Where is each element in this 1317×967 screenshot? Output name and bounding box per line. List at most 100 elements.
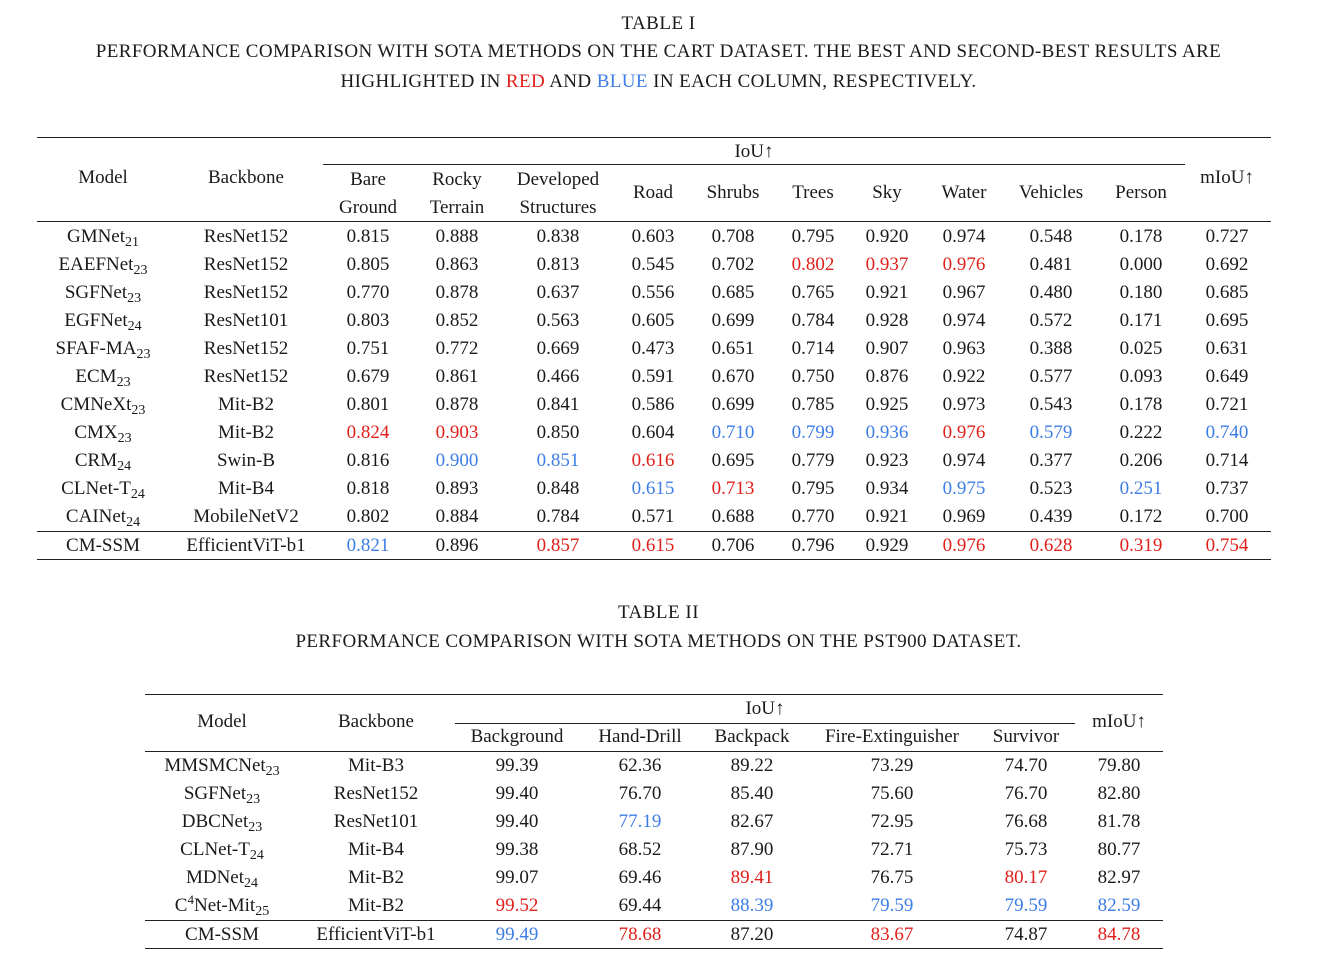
table1-header-class: Bare bbox=[350, 169, 386, 190]
table1-row-model: ECM23 bbox=[75, 366, 131, 390]
table1-cell: 0.921 bbox=[865, 506, 909, 527]
table1-cell: 0.466 bbox=[536, 366, 580, 387]
table1-row-backbone: ResNet101 bbox=[203, 310, 289, 331]
table1-cell: 0.616 bbox=[631, 450, 675, 471]
table1-cell: 0.649 bbox=[1205, 366, 1249, 387]
table1-cell: 0.976 bbox=[942, 254, 986, 275]
table1-cell: 0.861 bbox=[435, 366, 479, 387]
table2-row-model: DBCNet23 bbox=[181, 811, 263, 835]
table2-cell: 82.80 bbox=[1097, 783, 1141, 804]
table1-cell: 0.695 bbox=[711, 450, 755, 471]
table1-cell: 0.615 bbox=[631, 535, 675, 556]
table1-cell: 0.439 bbox=[1029, 506, 1073, 527]
table1-cell: 0.784 bbox=[536, 506, 580, 527]
table1-cell: 0.770 bbox=[791, 506, 835, 527]
table2-cell: 72.95 bbox=[870, 811, 914, 832]
table2-cell: 87.20 bbox=[730, 924, 774, 945]
table1-mid-rule bbox=[37, 531, 1271, 532]
table1-cell: 0.922 bbox=[942, 366, 986, 387]
table1-cell: 0.615 bbox=[631, 478, 675, 499]
table1-row-model: SGFNet23 bbox=[64, 282, 142, 306]
table1-cell: 0.377 bbox=[1029, 450, 1073, 471]
table1-cell: 0.937 bbox=[865, 254, 909, 275]
table1-cell: 0.688 bbox=[711, 506, 755, 527]
table1-cell: 0.206 bbox=[1119, 450, 1163, 471]
table2-cell: 84.78 bbox=[1097, 924, 1141, 945]
table2-cell: 76.70 bbox=[618, 783, 662, 804]
table1-header-class: Shrubs bbox=[706, 182, 760, 203]
table2-row-model: CLNet-T24 bbox=[180, 839, 264, 863]
table1-cell: 0.765 bbox=[791, 282, 835, 303]
table1-cell: 0.721 bbox=[1205, 394, 1249, 415]
table1-cell: 0.000 bbox=[1119, 254, 1163, 275]
table1-cell: 0.695 bbox=[1205, 310, 1249, 331]
table1-cell: 0.178 bbox=[1119, 394, 1163, 415]
table1-cell: 0.319 bbox=[1119, 535, 1163, 556]
caption-red-word: RED bbox=[505, 71, 546, 92]
table1-header-rule bbox=[37, 221, 1271, 222]
table1-cell: 0.923 bbox=[865, 450, 909, 471]
table1-header-class: Road bbox=[632, 182, 674, 203]
table2-cell: 72.71 bbox=[870, 839, 914, 860]
table2-cell: 82.97 bbox=[1097, 867, 1141, 888]
table1-cell: 0.670 bbox=[711, 366, 755, 387]
table1-cell: 0.700 bbox=[1205, 506, 1249, 527]
table1-cell: 0.637 bbox=[536, 282, 580, 303]
table2-cell: 83.67 bbox=[870, 924, 914, 945]
table1-row-backbone: ResNet152 bbox=[203, 226, 289, 247]
table2-cell: 99.38 bbox=[495, 839, 539, 860]
table1-row-model: CRM24 bbox=[74, 450, 132, 474]
table1-header-class: Ground bbox=[338, 197, 398, 218]
table2-caption: PERFORMANCE COMPARISON WITH SOTA METHODS… bbox=[295, 631, 1022, 652]
table1-label: TABLE I bbox=[621, 13, 696, 34]
table2-cell: 76.75 bbox=[870, 867, 914, 888]
table2-cell: 79.80 bbox=[1097, 755, 1141, 776]
table1-cell: 0.577 bbox=[1029, 366, 1073, 387]
table1-cell: 0.838 bbox=[536, 226, 580, 247]
table1-header-class: Sky bbox=[872, 182, 902, 203]
table1-caption-line2: HIGHLIGHTED IN RED AND BLUE IN EACH COLU… bbox=[0, 67, 1317, 97]
table1-cell: 0.699 bbox=[711, 394, 755, 415]
table2-mid-rule bbox=[145, 920, 1163, 921]
table2-header-model: Model bbox=[197, 711, 247, 732]
table1-cell: 0.974 bbox=[942, 310, 986, 331]
table2-header-class: Survivor bbox=[992, 726, 1060, 747]
table1-cell: 0.876 bbox=[865, 366, 909, 387]
table1-cell: 0.936 bbox=[865, 422, 909, 443]
table1-cell: 0.586 bbox=[631, 394, 675, 415]
table1-cell: 0.863 bbox=[435, 254, 479, 275]
table1-header-backbone: Backbone bbox=[208, 167, 284, 188]
table2-header-miou: mIoU↑ bbox=[1092, 711, 1146, 732]
table1-bottom-rule bbox=[37, 559, 1271, 560]
table2-cell: 75.73 bbox=[1004, 839, 1048, 860]
table1-cell: 0.706 bbox=[711, 535, 755, 556]
table1-cell: 0.579 bbox=[1029, 422, 1073, 443]
table1-cell: 0.714 bbox=[791, 338, 835, 359]
table1-cell: 0.025 bbox=[1119, 338, 1163, 359]
table1-cell: 0.591 bbox=[631, 366, 675, 387]
table1-cell: 0.795 bbox=[791, 226, 835, 247]
table1-cell: 0.751 bbox=[346, 338, 390, 359]
table2-cell: 99.40 bbox=[495, 811, 539, 832]
table1-header-class: Structures bbox=[519, 197, 597, 218]
table2-cell: 80.17 bbox=[1004, 867, 1048, 888]
table1-row-backbone: Mit-B2 bbox=[218, 394, 274, 415]
table1-cell: 0.702 bbox=[711, 254, 755, 275]
table1-row-backbone: Mit-B2 bbox=[218, 422, 274, 443]
table1-row-model: CAINet24 bbox=[65, 506, 141, 530]
table1-cell: 0.963 bbox=[942, 338, 986, 359]
table2-header-iou: IoU↑ bbox=[745, 698, 785, 719]
table1-cell: 0.802 bbox=[346, 506, 390, 527]
table2-cell: 99.39 bbox=[495, 755, 539, 776]
table1-header-iou: IoU↑ bbox=[734, 141, 774, 162]
caption-and: AND bbox=[549, 71, 592, 92]
table1-row-backbone: EfficientViT-b1 bbox=[186, 535, 306, 556]
table2-iou-rule bbox=[455, 723, 1075, 724]
table2-cell: 88.39 bbox=[730, 895, 774, 916]
table1-cell: 0.708 bbox=[711, 226, 755, 247]
table2-cell: 99.07 bbox=[495, 867, 539, 888]
table1-cell: 0.699 bbox=[711, 310, 755, 331]
table2-cell: 79.59 bbox=[870, 895, 914, 916]
table2-cell: 87.90 bbox=[730, 839, 774, 860]
